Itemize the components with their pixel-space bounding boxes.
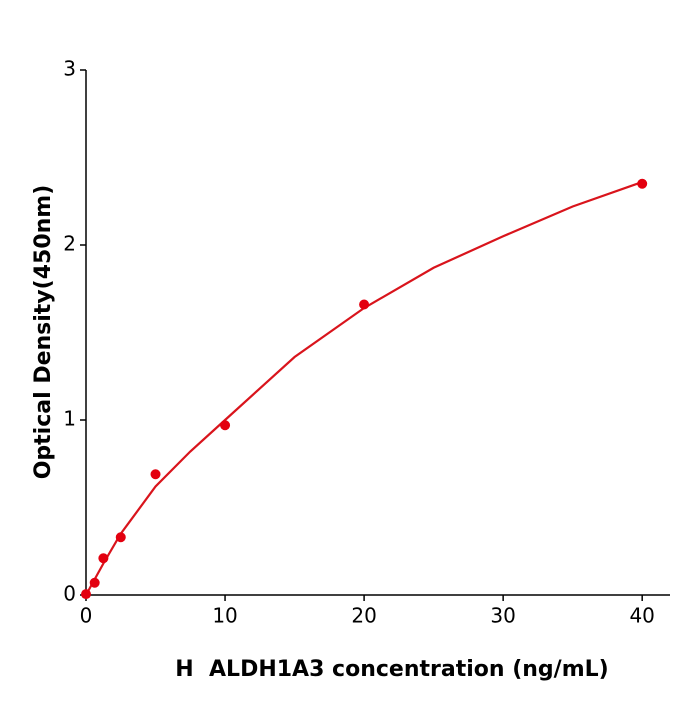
x-tick-label: 0: [80, 604, 93, 628]
data-point: [89, 577, 100, 588]
x-axis-label: H ALDH1A3 concentration (ng/mL): [175, 657, 608, 682]
y-tick-label: 1: [63, 407, 76, 431]
data-point: [637, 178, 648, 189]
fit-curve: [85, 180, 643, 596]
data-point: [115, 532, 126, 543]
data-point: [359, 299, 370, 310]
x-tick-label: 20: [351, 604, 376, 628]
x-tick-label: 10: [212, 604, 237, 628]
data-point: [81, 589, 91, 600]
data-point: [150, 469, 161, 480]
y-tick-label: 0: [63, 582, 76, 606]
y-axis-label: Optical Density(450nm): [31, 185, 56, 480]
x-tick-label: 30: [490, 604, 515, 628]
y-tick-label: 2: [63, 232, 76, 256]
data-point: [98, 553, 109, 564]
y-tick-label: 3: [63, 57, 76, 81]
data-point: [220, 420, 231, 431]
x-tick-label: 40: [629, 604, 654, 628]
